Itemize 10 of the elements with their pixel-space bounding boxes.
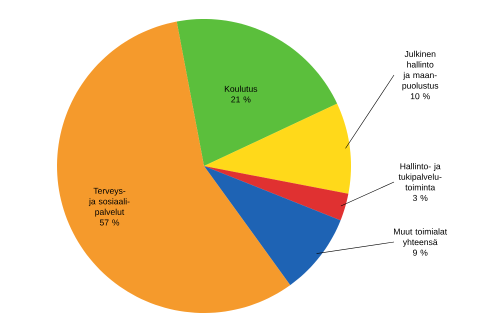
data-label: 9 % bbox=[413, 250, 428, 256]
data-label: 21 % bbox=[231, 96, 251, 102]
slice-label: Julkinen hallinto ja maan-puolustus bbox=[402, 50, 438, 90]
slice-label: Hallinto- ja tukipalvelu-toiminta bbox=[398, 163, 442, 190]
data-label: 57 % bbox=[100, 220, 120, 226]
data-label: 10 % bbox=[410, 93, 430, 100]
data-label: 3 % bbox=[412, 194, 428, 201]
slice-label: Muut toimialat yhteensä bbox=[394, 228, 448, 247]
slice-label: Koulutus bbox=[224, 86, 258, 92]
slice-label: Terveys- ja sosiaali-palvelut bbox=[88, 188, 130, 217]
